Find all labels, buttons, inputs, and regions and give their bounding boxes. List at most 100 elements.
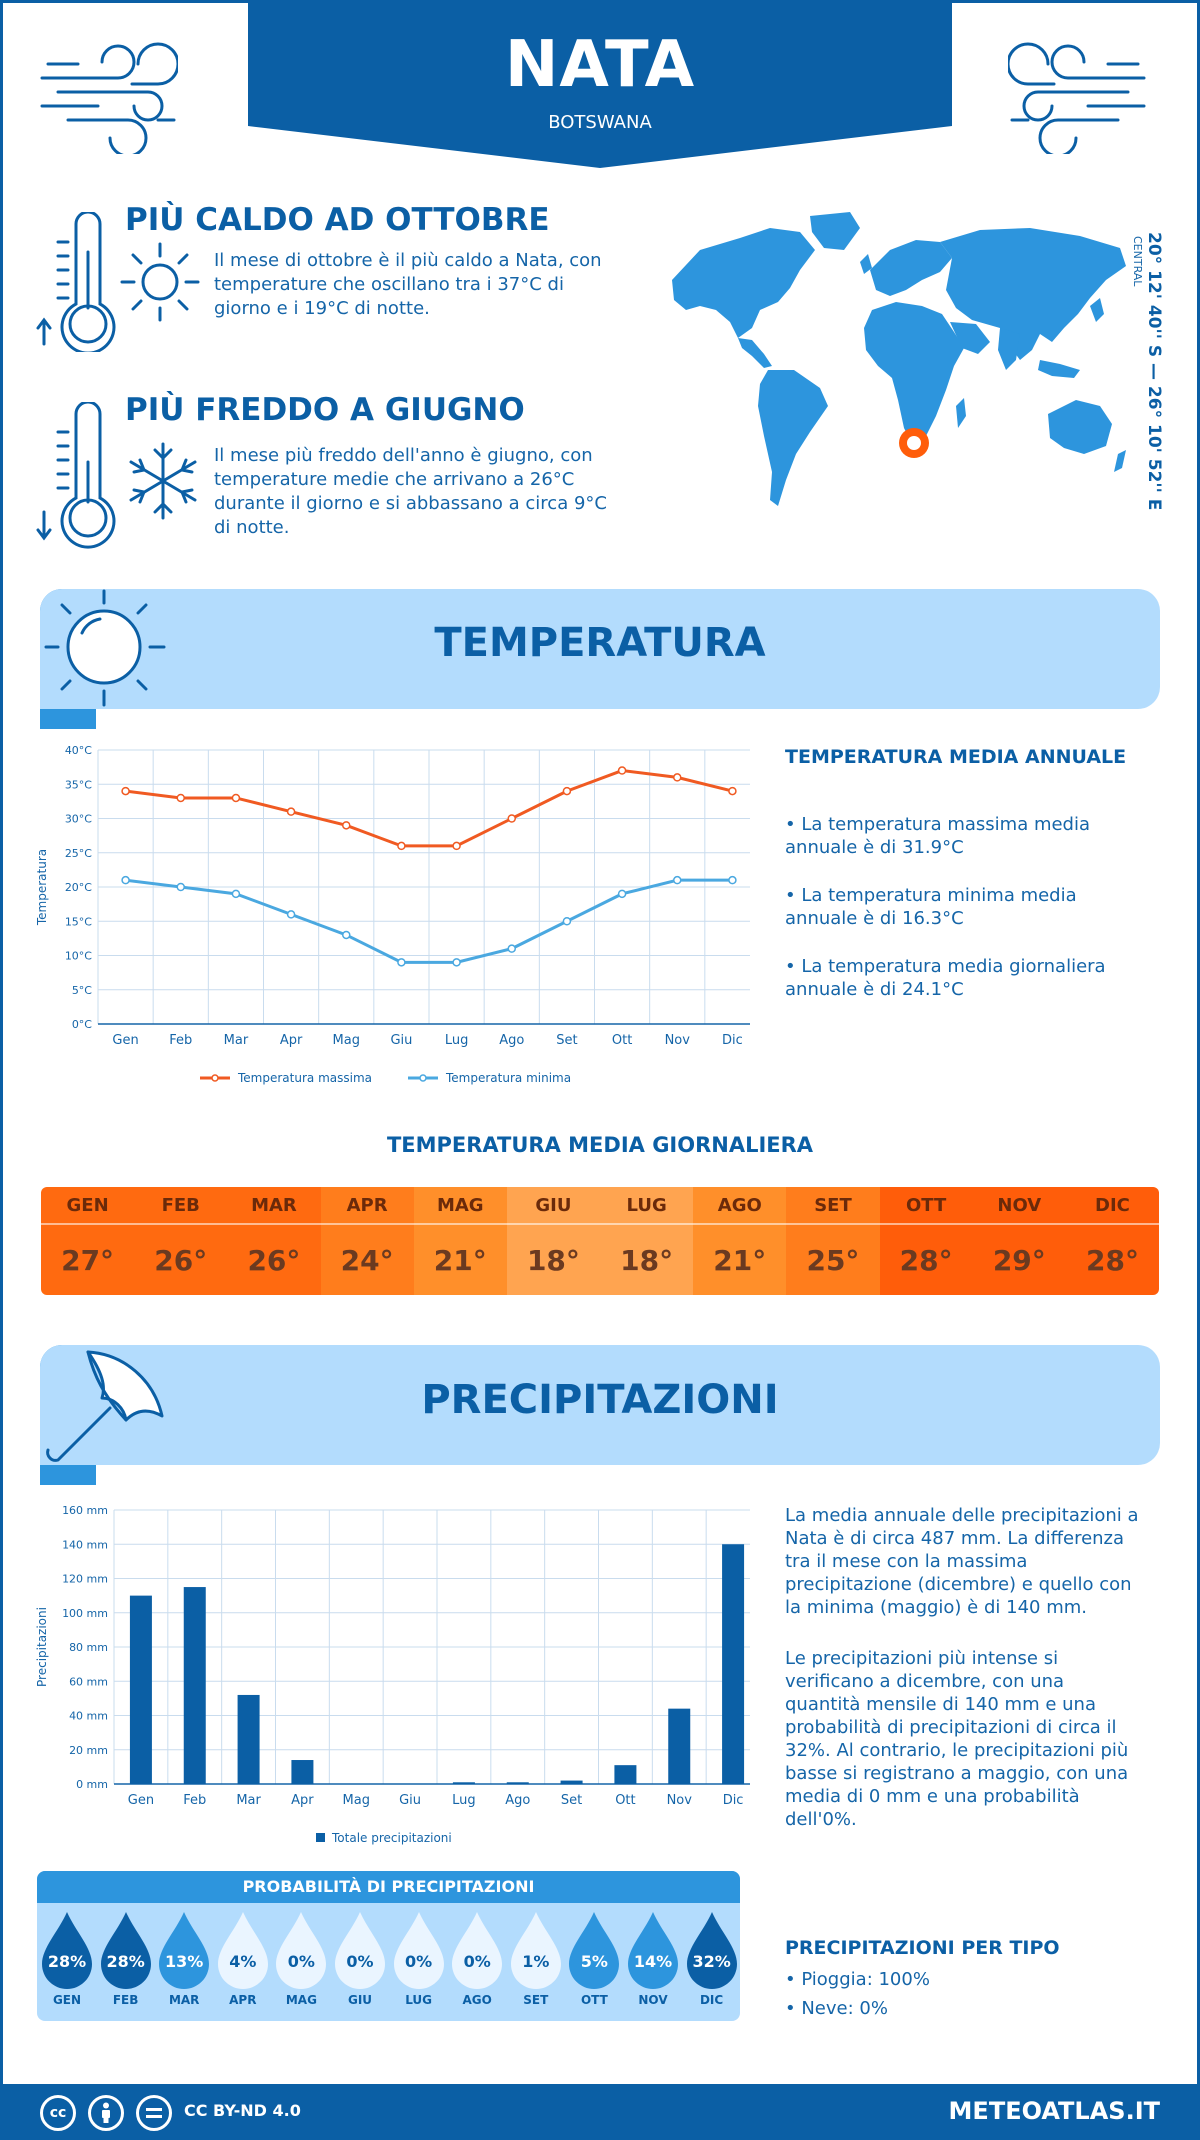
daily-temp-cell: SET 25° bbox=[786, 1187, 880, 1295]
x-tick-label: Giu bbox=[390, 1033, 412, 1048]
daily-temp-cell: OTT 28° bbox=[879, 1187, 973, 1295]
x-tick-label: Lug bbox=[452, 1793, 476, 1808]
drop-shape bbox=[628, 1912, 678, 1989]
daily-temp-month: MAG bbox=[413, 1187, 507, 1225]
drop-month: AGO bbox=[462, 1993, 492, 2007]
drop-shape bbox=[393, 1912, 444, 1989]
drop-percent: 0% bbox=[405, 1952, 433, 1971]
x-tick-label: Apr bbox=[280, 1033, 303, 1048]
daily-temp-cell: APR 24° bbox=[320, 1187, 414, 1295]
x-tick-label: Gen bbox=[112, 1033, 138, 1048]
x-tick-label: Nov bbox=[665, 1033, 691, 1048]
precip-bar bbox=[129, 1595, 152, 1784]
nd-icon bbox=[136, 2095, 172, 2131]
data-point bbox=[342, 930, 351, 940]
precip-drop: 0% MAG bbox=[274, 1910, 328, 2007]
daily-temp-cell: NOV 29° bbox=[972, 1187, 1066, 1295]
precip-drop: 1% SET bbox=[509, 1910, 563, 2007]
data-point bbox=[121, 875, 130, 885]
drop-month: APR bbox=[229, 1993, 257, 2007]
drop-percent: 0% bbox=[346, 1952, 374, 1971]
y-tick-label: 30°C bbox=[65, 813, 92, 826]
temperature-title: TEMPERATURA bbox=[434, 620, 766, 666]
daily-temp-value: 28° bbox=[899, 1243, 953, 1277]
precip-type-title: PRECIPITAZIONI PER TIPO bbox=[785, 1937, 1060, 1959]
footer bbox=[0, 2084, 1200, 2140]
drop-shape bbox=[510, 1912, 561, 1989]
daily-temp-month: GIU bbox=[506, 1187, 601, 1225]
precip-summary-text: La media annuale delle precipitazioni a … bbox=[785, 1505, 1139, 1618]
y-tick-label: 120 mm bbox=[62, 1573, 108, 1586]
y-tick-label: 40°C bbox=[65, 744, 92, 757]
precip-bar bbox=[506, 1782, 529, 1784]
data-point bbox=[617, 889, 627, 899]
thermometer-snowflake-icon bbox=[36, 402, 116, 549]
sun-icon bbox=[120, 242, 200, 322]
data-point bbox=[231, 889, 241, 899]
drop-month: MAG bbox=[285, 1993, 317, 2007]
data-point bbox=[562, 917, 572, 926]
daily-temp-month: OTT bbox=[879, 1187, 973, 1225]
daily-temp-value: 27° bbox=[61, 1243, 115, 1277]
precip-probability-title: PROBABILITÀ DI PRECIPITAZIONI bbox=[37, 1871, 740, 1903]
data-point bbox=[507, 944, 516, 953]
drop-shape bbox=[100, 1912, 151, 1989]
y-tick-label: 0°C bbox=[72, 1018, 92, 1031]
cc-icon: cc bbox=[40, 2095, 76, 2131]
drop-icon bbox=[276, 1912, 327, 1989]
y-tick-label: 100 mm bbox=[62, 1607, 108, 1620]
x-tick-label: Lug bbox=[445, 1033, 469, 1048]
precip-drop: 28% FEB bbox=[99, 1910, 153, 2007]
coordinates-text: 20° 12' 40'' S — 26° 10' 52'' E bbox=[1144, 232, 1164, 511]
data-point bbox=[507, 814, 516, 823]
daily-temp-cell: LUG 18° bbox=[600, 1187, 694, 1295]
daily-temp-month: MAR bbox=[227, 1187, 321, 1225]
snowflake-icon bbox=[129, 442, 197, 520]
daily-temp-cell: FEB 26° bbox=[134, 1187, 228, 1295]
data-point bbox=[562, 786, 572, 796]
drop-icon bbox=[510, 1912, 561, 1989]
precip-bar bbox=[560, 1780, 583, 1784]
drop-shape bbox=[276, 1912, 327, 1989]
daily-temp-month: GEN bbox=[41, 1187, 135, 1225]
precip-detail-text: Le precipitazioni più intense si verific… bbox=[785, 1648, 1129, 1830]
daily-temp-value: 24° bbox=[340, 1243, 394, 1277]
precip-type-snow: • Neve: 0% bbox=[785, 1998, 888, 2019]
daily-temp-value: 26° bbox=[247, 1243, 301, 1277]
legend-label: Totale precipitazioni bbox=[331, 1831, 452, 1845]
drop-percent: 5% bbox=[580, 1952, 608, 1971]
daily-temp-cell: AGO 21° bbox=[693, 1187, 787, 1295]
drop-month: SET bbox=[523, 1993, 549, 2007]
precip-bar bbox=[291, 1760, 314, 1784]
x-tick-label: Mar bbox=[224, 1033, 249, 1048]
data-point bbox=[176, 793, 185, 803]
coordinates: 20° 12' 40'' S — 26° 10' 52'' E CENTRAL bbox=[1131, 232, 1178, 510]
daily-temp-value: 21° bbox=[433, 1243, 487, 1277]
data-point bbox=[728, 786, 737, 796]
data-point bbox=[121, 786, 130, 796]
drop-shape bbox=[335, 1912, 385, 1989]
daily-temp-cell: DIC 28° bbox=[1065, 1187, 1159, 1295]
precipitation-banner bbox=[40, 1345, 1160, 1465]
y-tick-label: 25°C bbox=[65, 847, 92, 860]
data-point bbox=[176, 882, 185, 892]
drop-shape bbox=[42, 1912, 92, 1989]
y-tick-label: 140 mm bbox=[62, 1538, 108, 1551]
drop-icon bbox=[569, 1912, 620, 1989]
legend-marker bbox=[211, 1074, 219, 1082]
legend-swatch bbox=[316, 1833, 325, 1842]
legend-label: Temperatura massima bbox=[237, 1071, 372, 1085]
y-tick-label: 40 mm bbox=[69, 1710, 108, 1723]
site-link[interactable]: METEOATLAS.IT bbox=[948, 2097, 1160, 2125]
hottest-title: PIÙ CALDO AD OTTOBRE bbox=[125, 202, 550, 238]
data-point bbox=[231, 793, 241, 803]
daily-temp-cell: MAR 26° bbox=[227, 1187, 321, 1295]
daily-temp-month: AGO bbox=[693, 1187, 787, 1225]
y-tick-label: 10°C bbox=[65, 950, 92, 963]
y-tick-label: 20 mm bbox=[69, 1744, 108, 1757]
drop-icon bbox=[452, 1912, 503, 1989]
header-banner bbox=[248, 0, 952, 168]
drop-percent: 0% bbox=[463, 1952, 491, 1971]
coldest-title: PIÙ FREDDO A GIUGNO bbox=[125, 392, 525, 428]
drop-icon bbox=[217, 1912, 268, 1989]
